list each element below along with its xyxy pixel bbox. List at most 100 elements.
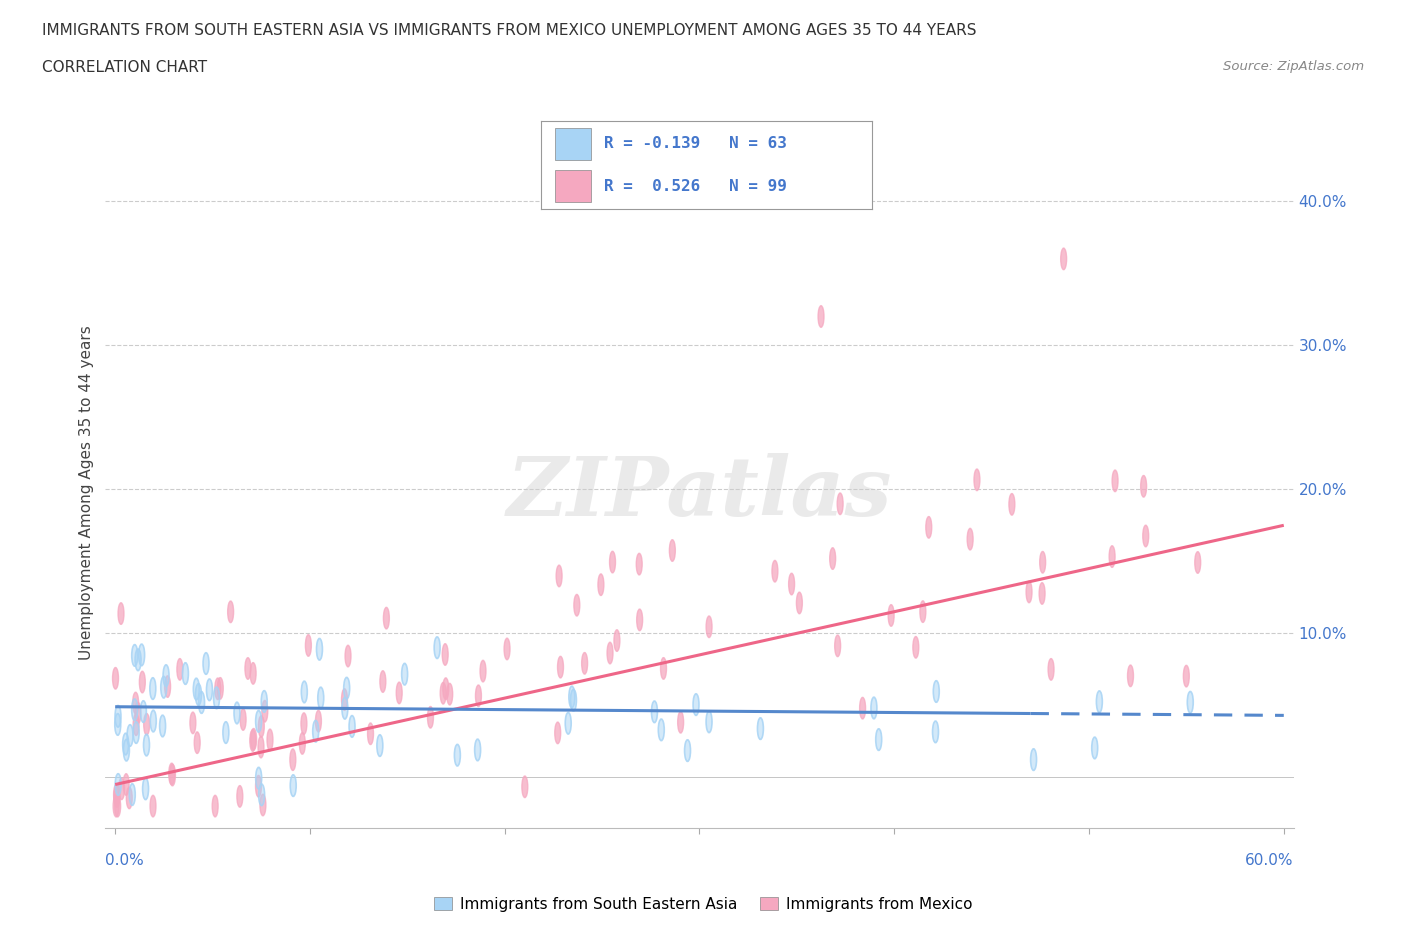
Ellipse shape <box>443 644 449 665</box>
Ellipse shape <box>215 678 221 699</box>
Ellipse shape <box>344 645 352 667</box>
Ellipse shape <box>1010 494 1015 515</box>
Ellipse shape <box>454 744 460 766</box>
Ellipse shape <box>132 644 138 666</box>
Ellipse shape <box>1047 658 1054 680</box>
Ellipse shape <box>112 795 120 817</box>
Ellipse shape <box>1060 248 1067 270</box>
Ellipse shape <box>256 711 262 732</box>
Ellipse shape <box>582 653 588 674</box>
Ellipse shape <box>114 784 120 805</box>
Text: 0.0%: 0.0% <box>105 853 145 868</box>
Ellipse shape <box>190 712 195 734</box>
Ellipse shape <box>195 684 201 705</box>
Ellipse shape <box>262 700 267 722</box>
Ellipse shape <box>678 711 683 733</box>
Ellipse shape <box>1184 665 1189 687</box>
Text: R = -0.139   N = 63: R = -0.139 N = 63 <box>605 137 787 152</box>
Ellipse shape <box>301 681 308 703</box>
Text: R =  0.526   N = 99: R = 0.526 N = 99 <box>605 179 787 193</box>
Ellipse shape <box>233 702 240 724</box>
Ellipse shape <box>207 679 212 700</box>
Ellipse shape <box>475 739 481 761</box>
Ellipse shape <box>169 764 174 785</box>
Ellipse shape <box>165 676 170 698</box>
Ellipse shape <box>876 729 882 751</box>
Ellipse shape <box>118 778 125 800</box>
Ellipse shape <box>134 722 139 743</box>
Ellipse shape <box>479 660 486 682</box>
Ellipse shape <box>150 678 156 699</box>
Ellipse shape <box>637 553 643 575</box>
Ellipse shape <box>127 787 132 809</box>
Ellipse shape <box>607 643 613 664</box>
Ellipse shape <box>290 749 295 770</box>
Ellipse shape <box>758 718 763 739</box>
Ellipse shape <box>1031 749 1036 770</box>
Ellipse shape <box>218 678 224 699</box>
Ellipse shape <box>789 573 794 595</box>
Ellipse shape <box>290 775 297 796</box>
Ellipse shape <box>299 733 305 754</box>
Ellipse shape <box>142 778 149 800</box>
Ellipse shape <box>669 539 675 562</box>
Ellipse shape <box>1140 475 1147 498</box>
Ellipse shape <box>685 739 690 762</box>
Ellipse shape <box>870 698 877 719</box>
Ellipse shape <box>396 682 402 704</box>
Ellipse shape <box>170 764 176 786</box>
Ellipse shape <box>122 733 128 755</box>
Ellipse shape <box>555 722 561 744</box>
Ellipse shape <box>706 711 711 733</box>
Ellipse shape <box>574 594 579 616</box>
Ellipse shape <box>115 713 121 736</box>
Ellipse shape <box>1039 551 1046 573</box>
Ellipse shape <box>139 644 145 666</box>
Ellipse shape <box>658 719 664 740</box>
Ellipse shape <box>440 683 446 704</box>
Ellipse shape <box>1091 737 1098 759</box>
Ellipse shape <box>259 737 264 758</box>
Text: CORRELATION CHART: CORRELATION CHART <box>42 60 207 75</box>
Ellipse shape <box>118 603 124 624</box>
Ellipse shape <box>932 721 938 743</box>
Ellipse shape <box>1143 525 1149 547</box>
Ellipse shape <box>706 616 711 638</box>
Ellipse shape <box>315 711 322 732</box>
Ellipse shape <box>693 694 699 715</box>
Ellipse shape <box>343 677 350 699</box>
Ellipse shape <box>135 702 141 724</box>
Ellipse shape <box>475 685 481 707</box>
Ellipse shape <box>250 662 256 684</box>
Ellipse shape <box>312 721 319 742</box>
Ellipse shape <box>316 639 322 660</box>
Ellipse shape <box>141 701 146 723</box>
Y-axis label: Unemployment Among Ages 35 to 44 years: Unemployment Among Ages 35 to 44 years <box>79 326 94 660</box>
Ellipse shape <box>202 653 209 674</box>
Ellipse shape <box>377 735 382 756</box>
Ellipse shape <box>384 607 389 629</box>
Ellipse shape <box>859 698 866 719</box>
Ellipse shape <box>402 663 408 685</box>
Ellipse shape <box>558 657 564 678</box>
Ellipse shape <box>614 630 620 651</box>
Ellipse shape <box>256 767 262 789</box>
Ellipse shape <box>236 786 243 807</box>
Ellipse shape <box>129 784 135 805</box>
Ellipse shape <box>198 692 204 713</box>
Ellipse shape <box>245 658 250 679</box>
Text: IMMIGRANTS FROM SOUTH EASTERN ASIA VS IMMIGRANTS FROM MEXICO UNEMPLOYMENT AMONG : IMMIGRANTS FROM SOUTH EASTERN ASIA VS IM… <box>42 23 977 38</box>
Ellipse shape <box>557 565 562 587</box>
Ellipse shape <box>212 795 218 817</box>
Ellipse shape <box>349 715 354 737</box>
Ellipse shape <box>259 716 264 737</box>
Ellipse shape <box>139 671 145 693</box>
Ellipse shape <box>610 551 616 573</box>
Ellipse shape <box>1039 583 1045 604</box>
Ellipse shape <box>262 691 267 712</box>
Ellipse shape <box>967 528 973 550</box>
Ellipse shape <box>796 592 803 614</box>
Ellipse shape <box>240 709 246 730</box>
Ellipse shape <box>651 701 658 723</box>
Ellipse shape <box>115 795 121 817</box>
